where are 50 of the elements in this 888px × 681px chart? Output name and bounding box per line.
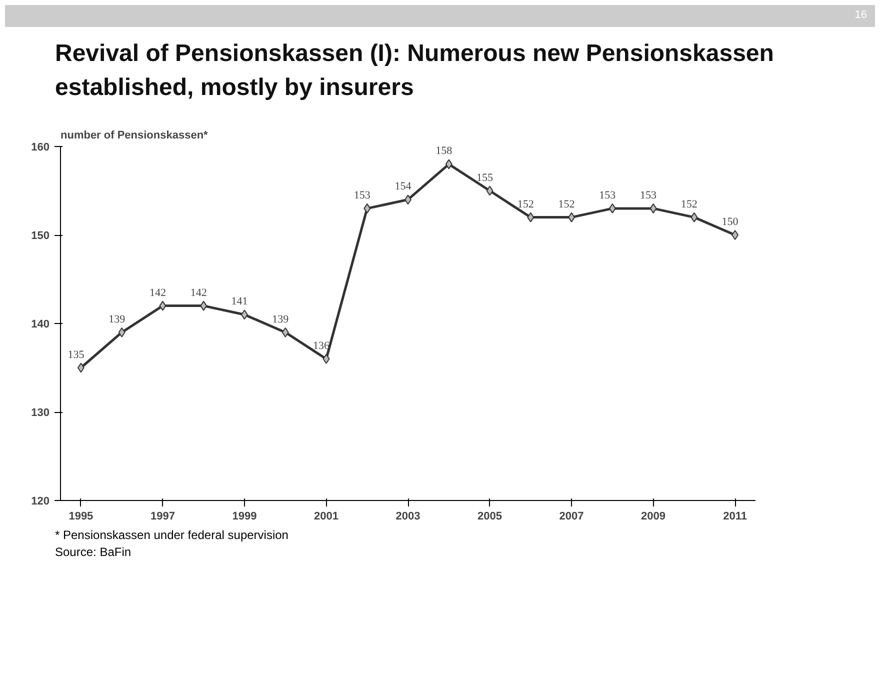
x-tick-label: 2011	[723, 510, 747, 522]
data-label: 139	[108, 313, 126, 326]
data-label: 141	[231, 295, 248, 308]
point	[690, 212, 698, 222]
data-label: 135	[68, 348, 85, 360]
data-label: 142	[149, 286, 166, 299]
point	[322, 354, 330, 364]
point	[608, 203, 616, 214]
data-label: 154	[394, 180, 412, 192]
point	[445, 158, 452, 169]
data-label: 152	[517, 198, 534, 210]
point	[568, 212, 576, 222]
data-label: 139	[272, 313, 290, 326]
data-label: 152	[558, 198, 575, 210]
y-tick-label: 150	[31, 230, 50, 242]
data-label: 150	[722, 216, 739, 228]
x-tick-label: 2009	[641, 510, 666, 522]
chart-title: Revival of Pensionskassen (I): Numerous new Pensionskassen established, mostly by insurers	[55, 38, 775, 103]
data-label: 152	[680, 198, 698, 210]
y-tick-label: 160	[31, 141, 50, 154]
data-label: 155	[476, 171, 494, 184]
text: * Pensionskassen under federal supervision	[55, 526, 288, 544]
source-note: Source: BaFin	[55, 544, 132, 561]
point	[200, 300, 208, 311]
x-tick-label: 2001	[314, 510, 338, 522]
point	[527, 212, 534, 222]
point	[282, 327, 289, 338]
point	[364, 203, 371, 214]
y-tick-label: 120	[31, 495, 50, 508]
data-label: 153	[599, 189, 616, 202]
point	[486, 185, 494, 196]
point	[650, 203, 657, 214]
data-label: 142	[190, 286, 207, 299]
x-tick-label: 1995	[68, 510, 94, 522]
point	[118, 327, 126, 338]
data-label: 153	[640, 189, 658, 202]
x-tick-label: 2005	[478, 510, 502, 522]
x-tick-label: 2003	[396, 510, 420, 522]
point	[240, 309, 248, 320]
point	[159, 300, 166, 311]
y-tick-label: 130	[31, 406, 50, 419]
point	[732, 230, 739, 240]
x-tick-label: 2007	[559, 510, 584, 522]
data-label: 153	[354, 189, 371, 202]
x-tick-label: 1999	[232, 510, 257, 522]
point	[77, 362, 84, 372]
data-label: 158	[436, 144, 453, 157]
y-axis-title: number of Pensionskassen*	[60, 129, 209, 142]
x-tick-label: 1997	[150, 510, 175, 522]
y-tick-label: 140	[31, 318, 50, 330]
